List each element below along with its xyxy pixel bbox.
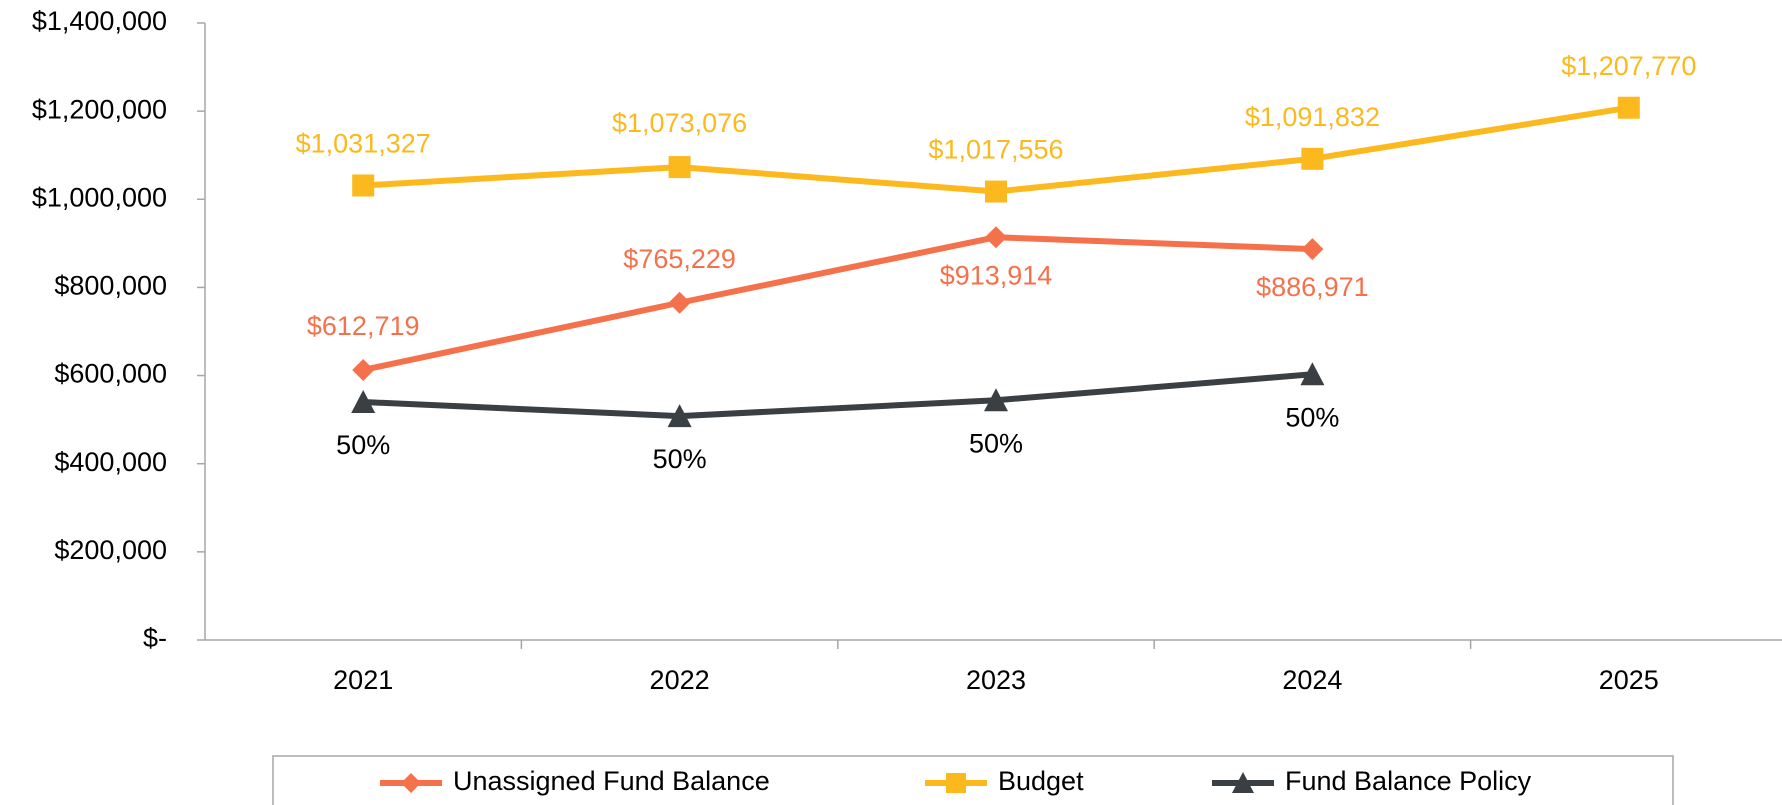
y-tick-label: $200,000: [54, 535, 167, 565]
data-label: $612,719: [307, 311, 420, 341]
x-tick-label: 2024: [1282, 665, 1342, 695]
series-line: [363, 371, 1313, 420]
y-tick-label: $-: [143, 623, 167, 653]
x-tick-label: 2022: [650, 665, 710, 695]
data-label: $1,207,770: [1561, 51, 1696, 81]
marker: [351, 390, 376, 414]
data-label: $1,017,556: [928, 135, 1063, 165]
series-line: [362, 234, 1313, 373]
y-tick-label: $1,200,000: [32, 94, 167, 124]
y-tick-label: $400,000: [54, 447, 167, 477]
x-tick-label: 2021: [333, 665, 393, 695]
data-label: 50%: [653, 444, 707, 474]
marker: [1300, 362, 1325, 386]
y-tick-label: $600,000: [54, 359, 167, 389]
legend-label: Fund Balance Policy: [1285, 766, 1532, 796]
marker: [984, 388, 1008, 412]
data-label: $886,971: [1256, 272, 1369, 302]
y-tick-label: $1,400,000: [32, 6, 167, 36]
legend-marker: [946, 773, 966, 793]
data-label: $1,091,832: [1245, 102, 1380, 132]
legend-marker: [401, 773, 421, 793]
marker: [668, 156, 691, 179]
legend-label: Budget: [998, 766, 1084, 796]
marker: [668, 291, 691, 314]
data-label: $1,031,327: [296, 129, 431, 159]
data-label: $765,229: [623, 244, 736, 274]
data-label: 50%: [1285, 402, 1339, 432]
data-label: $1,073,076: [612, 108, 747, 138]
legend-marker: [1232, 772, 1254, 793]
x-tick-label: 2023: [966, 665, 1026, 695]
y-tick-label: $800,000: [54, 271, 167, 301]
y-tick-label: $1,000,000: [32, 182, 167, 212]
x-tick-label: 2025: [1599, 665, 1659, 695]
marker: [1617, 96, 1640, 119]
marker: [985, 180, 1007, 203]
marker: [352, 174, 375, 197]
marker: [985, 226, 1007, 249]
legend-label: Unassigned Fund Balance: [453, 766, 770, 796]
data-label: 50%: [969, 428, 1023, 458]
marker: [352, 358, 375, 381]
marker: [1301, 147, 1324, 170]
marker: [1301, 238, 1324, 261]
legend: Unassigned Fund Balance Budget Fund Balanc…: [272, 755, 1674, 805]
data-label: $913,914: [940, 260, 1053, 290]
marker: [667, 404, 692, 428]
data-label: 50%: [336, 430, 390, 460]
